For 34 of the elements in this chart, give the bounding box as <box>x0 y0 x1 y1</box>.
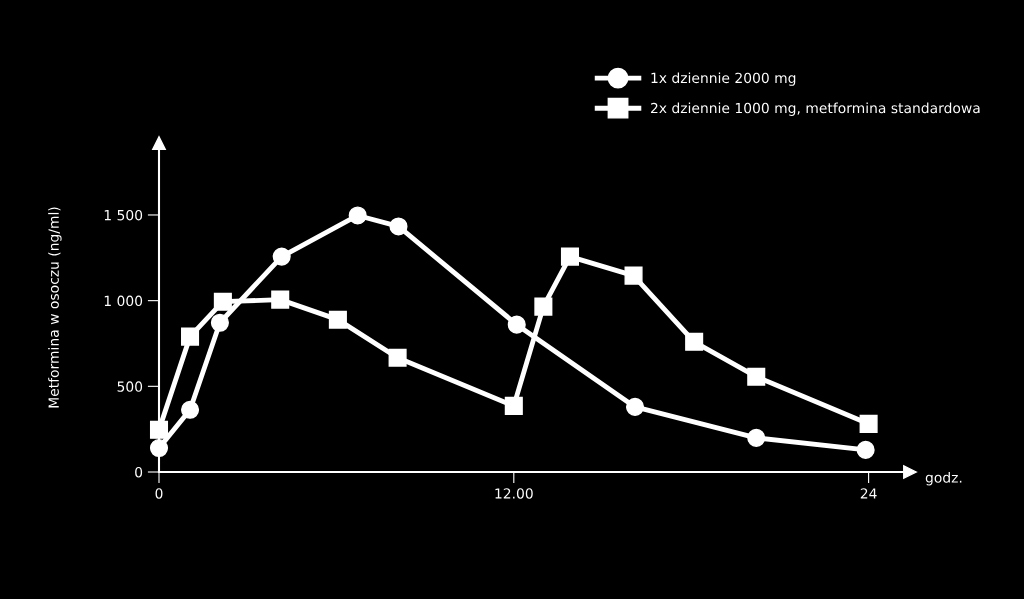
point <box>149 438 169 458</box>
point <box>625 397 645 416</box>
legend-label: 1x dziennie 2000 mg <box>651 72 796 86</box>
point <box>272 247 291 266</box>
y-tick-label: 0 <box>135 466 143 478</box>
point <box>389 217 408 236</box>
y-tick-label: 1 000 <box>104 295 143 307</box>
point <box>210 313 229 332</box>
point <box>747 428 766 447</box>
point <box>271 290 290 309</box>
point <box>328 310 347 329</box>
x-axis-title: godz. <box>925 472 962 486</box>
x-tick-label: 12.00 <box>495 488 533 499</box>
point <box>149 420 169 439</box>
point <box>560 247 580 266</box>
point <box>859 414 878 433</box>
point <box>388 348 407 367</box>
point <box>534 297 553 316</box>
x-tick-label: 24 <box>860 488 877 499</box>
y-tick-label: 1 500 <box>104 209 143 221</box>
point <box>213 292 232 311</box>
point <box>747 367 766 386</box>
y-tick-label: 500 <box>117 381 143 392</box>
y-axis-title: Metformina w osoczu (ng/ml) <box>48 207 62 408</box>
point <box>181 400 200 419</box>
point <box>181 327 200 346</box>
legend-label: 2x dziennie 1000 mg, metformina standardowa <box>650 102 980 116</box>
point <box>685 332 704 351</box>
point <box>507 315 526 334</box>
x-tick-label: 0 <box>155 488 163 499</box>
point <box>348 206 367 225</box>
point <box>856 440 875 459</box>
point <box>504 396 523 415</box>
point <box>624 266 643 285</box>
